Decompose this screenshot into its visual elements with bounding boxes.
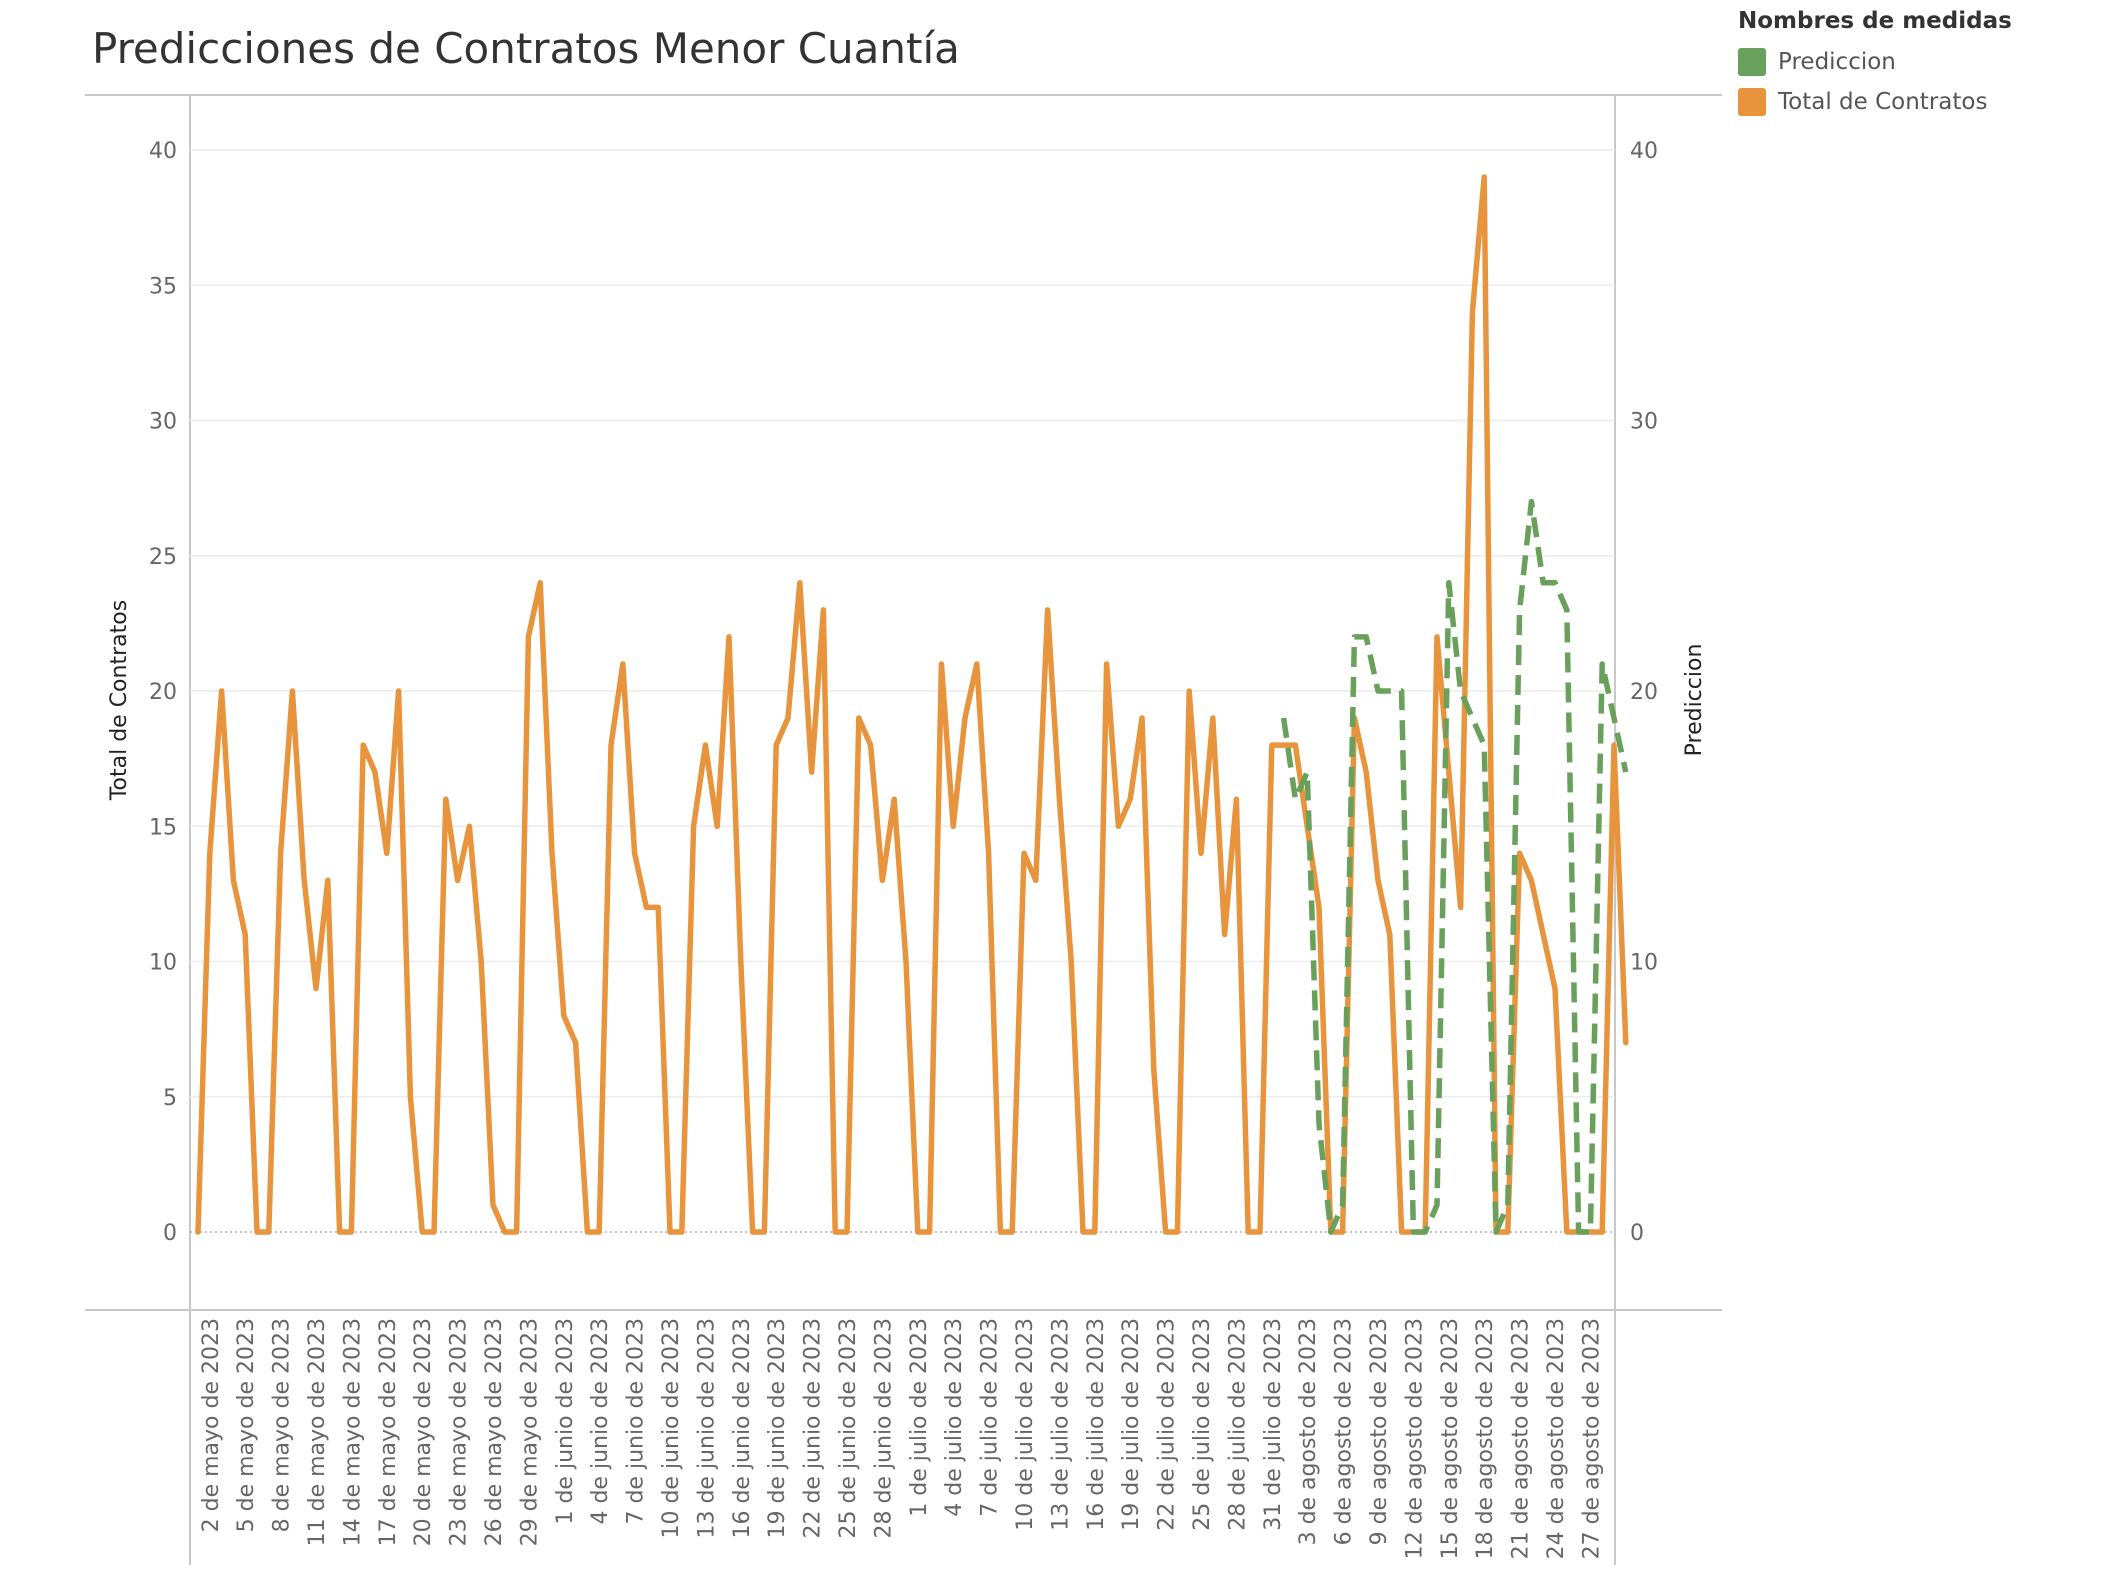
legend-swatch-prediccion	[1738, 48, 1766, 76]
y2-tick-label-0: 0	[1630, 1221, 1644, 1246]
x-tick-label-39: 27 de agosto de 2023	[1579, 1318, 1604, 1559]
y-tick-label-6: 30	[149, 410, 177, 435]
x-tick-label-36: 18 de agosto de 2023	[1473, 1318, 1498, 1559]
x-tick-label-23: 10 de julio de 2023	[1013, 1318, 1038, 1531]
x-tick-label-17: 22 de junio de 2023	[801, 1318, 826, 1539]
y2-axis-title: Prediccion	[1682, 644, 1707, 757]
legend-label-prediccion: Prediccion	[1778, 49, 1896, 75]
x-tick-label-2: 8 de mayo de 2023	[270, 1318, 295, 1532]
y-tick-label-5: 25	[149, 545, 177, 570]
y-axis-title: Total de Contratos	[107, 600, 132, 801]
x-tick-label-38: 24 de agosto de 2023	[1544, 1318, 1569, 1559]
x-tick-label-19: 28 de junio de 2023	[871, 1318, 896, 1539]
x-tick-label-4: 14 de mayo de 2023	[340, 1318, 365, 1546]
x-tick-label-26: 19 de julio de 2023	[1119, 1318, 1144, 1531]
x-tick-label-34: 12 de agosto de 2023	[1402, 1318, 1427, 1559]
x-tick-label-0: 2 de mayo de 2023	[199, 1318, 224, 1532]
legend-item-total-contratos[interactable]: Total de Contratos	[1738, 82, 2012, 122]
y2-tick-label-3: 30	[1630, 410, 1658, 435]
legend-swatch-total-contratos	[1738, 88, 1766, 116]
x-tick-label-37: 21 de agosto de 2023	[1509, 1318, 1534, 1559]
x-tick-label-21: 4 de julio de 2023	[942, 1318, 967, 1517]
x-tick-label-15: 16 de junio de 2023	[730, 1318, 755, 1539]
x-tick-label-24: 13 de julio de 2023	[1048, 1318, 1073, 1531]
x-tick-label-11: 4 de junio de 2023	[588, 1318, 613, 1525]
y2-tick-label-4: 40	[1630, 139, 1658, 164]
x-tick-label-33: 9 de agosto de 2023	[1367, 1318, 1392, 1545]
x-tick-label-20: 1 de julio de 2023	[907, 1318, 932, 1517]
x-tick-label-8: 26 de mayo de 2023	[482, 1318, 507, 1546]
y-tick-label-4: 20	[149, 680, 177, 705]
legend-label-total-contratos: Total de Contratos	[1778, 89, 1988, 115]
y-tick-label-8: 40	[149, 139, 177, 164]
x-tick-label-28: 25 de julio de 2023	[1190, 1318, 1215, 1531]
x-tick-label-5: 17 de mayo de 2023	[376, 1318, 401, 1546]
x-tick-label-6: 20 de mayo de 2023	[411, 1318, 436, 1546]
y-tick-label-3: 15	[149, 815, 177, 840]
series-line-prediccion	[1280, 498, 1629, 1235]
x-tick-label-7: 23 de mayo de 2023	[447, 1318, 472, 1546]
x-tick-label-35: 15 de agosto de 2023	[1438, 1318, 1463, 1559]
x-tick-label-31: 3 de agosto de 2023	[1296, 1318, 1321, 1545]
y-tick-label-7: 35	[149, 274, 177, 299]
y-tick-label-2: 10	[149, 951, 177, 976]
x-tick-label-25: 16 de julio de 2023	[1084, 1318, 1109, 1531]
x-tick-label-12: 7 de junio de 2023	[624, 1318, 649, 1525]
x-tick-label-3: 11 de mayo de 2023	[305, 1318, 330, 1546]
x-tick-label-9: 29 de mayo de 2023	[517, 1318, 542, 1546]
x-tick-label-18: 25 de junio de 2023	[836, 1318, 861, 1539]
x-tick-label-32: 6 de agosto de 2023	[1332, 1318, 1357, 1545]
x-tick-label-14: 13 de junio de 2023	[694, 1318, 719, 1539]
x-tick-label-10: 1 de junio de 2023	[553, 1318, 578, 1525]
x-tick-label-29: 28 de julio de 2023	[1225, 1318, 1250, 1531]
x-tick-label-16: 19 de junio de 2023	[765, 1318, 790, 1539]
x-tick-label-30: 31 de julio de 2023	[1261, 1318, 1286, 1531]
x-tick-label-22: 7 de julio de 2023	[978, 1318, 1003, 1517]
y2-tick-label-2: 20	[1630, 680, 1658, 705]
x-tick-label-27: 22 de julio de 2023	[1155, 1318, 1180, 1531]
legend-item-prediccion[interactable]: Prediccion	[1738, 42, 2012, 82]
x-tick-label-1: 5 de mayo de 2023	[234, 1318, 259, 1532]
y-tick-label-0: 0	[163, 1221, 177, 1246]
chart-title: Predicciones de Contratos Menor Cuantía	[92, 24, 960, 73]
y2-tick-label-1: 10	[1630, 951, 1658, 976]
y-tick-label-1: 5	[163, 1086, 177, 1111]
series-line-total-de-contratos	[195, 174, 1629, 1235]
legend-title: Nombres de medidas	[1738, 8, 2012, 34]
legend: Nombres de medidas Prediccion Total de C…	[1738, 8, 2012, 122]
x-tick-label-13: 10 de junio de 2023	[659, 1318, 684, 1539]
